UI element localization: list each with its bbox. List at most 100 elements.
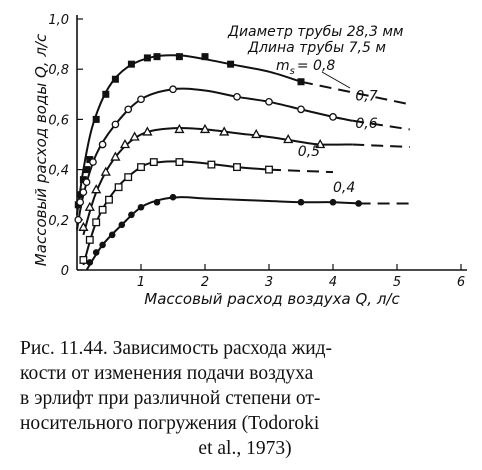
marker-square-filled [79,176,87,184]
marker-triangle-open [100,166,111,176]
marker-circle-filled [137,203,145,211]
marker-circle-open [111,120,120,129]
y-axis-label: Массовый расход воды Q, л/с [32,33,50,266]
marker-square-open [85,235,94,244]
marker-triangle-open [119,138,131,149]
series-lines [76,54,411,271]
marker-circle-filled [86,259,94,266]
caption-line-1: Рис. 11.44. Зависимость расхода жид- [20,338,333,359]
marker-triangle-open [110,151,121,161]
marker-triangle-open [199,123,211,134]
marker-square-filled [127,60,135,68]
marker-circle-open [233,92,241,101]
marker-circle-filled [118,221,126,229]
marker-circle-open [79,188,88,197]
x-tick-label: 5 [393,275,401,290]
x-tick-label: 2 [201,275,209,290]
series-label-1: 0,7 [355,89,377,105]
marker-circle-open [124,105,133,114]
marker-triangle-open [315,138,326,149]
series-dash-1 [352,119,410,131]
marker-square-filled [201,53,209,61]
series-label-4: 0,4 [333,180,355,196]
y-tick-label: 0,6 [48,113,69,128]
marker-square-open [114,183,123,192]
marker-square-open [137,163,145,172]
series-line-0 [76,54,302,215]
marker-circle-open [98,140,107,149]
marker-square-open [233,163,241,172]
x-tick-label: 4 [329,275,337,290]
series-markers [74,53,362,266]
marker-square-open [105,195,113,204]
y-tick-label: 1,0 [48,13,69,28]
marker-circle-open [89,158,97,166]
y-tick-label: 0,8 [48,63,69,78]
caption-line-5: et al., 1973) [198,438,292,459]
marker-circle-open [169,85,177,94]
marker-circle-filled [128,211,135,219]
caption-line-3: в эрлифт при различной степени от- [20,388,321,409]
marker-circle-open [82,178,91,186]
marker-square-filled [153,53,161,61]
series-dash-2 [352,143,410,149]
series-label-3: 0,5 [298,144,320,160]
y-tick-label: 0,4 [48,164,69,179]
marker-square-open [124,173,133,182]
marker-circle-filled [169,193,177,201]
marker-circle-filled [297,198,305,206]
marker-square-open [92,218,101,227]
series-param-label: ms = 0,8 [276,58,335,77]
marker-square-filled [227,60,235,68]
marker-circle-open [74,215,83,224]
marker-triangle-open [283,133,294,144]
marker-square-filled [297,78,305,86]
marker-triangle-open [78,221,89,231]
marker-triangle-open [91,184,102,194]
caption-line-2: кости от изменения подачи воздуха [20,363,314,384]
series-line-3 [82,160,270,266]
series-label-2: 0,6 [355,116,377,132]
figure-caption: Рис. 11.44. Зависимость расхода жид- кос… [20,336,470,461]
marker-square-filled [86,156,94,164]
marker-circle-filled [355,200,362,207]
marker-circle-filled [99,241,106,249]
x-axis-label: Массовый расход воздуха Q, л/с [144,290,400,308]
marker-triangle-open [174,123,185,134]
marker-triangle-open [129,131,140,141]
marker-triangle-open [142,126,153,136]
y-tick-label: 0,2 [48,214,69,229]
marker-square-filled [92,115,100,123]
marker-circle-open [297,105,305,114]
marker-circle-open [137,95,145,104]
annotation-diameter: Диаметр трубы 28,3 мм [227,24,404,40]
marker-square-open [207,160,216,169]
x-tick-label: 1 [137,275,145,290]
marker-square-open [79,256,88,264]
marker-square-filled [76,191,84,199]
marker-square-filled [102,90,110,98]
marker-circle-filled [153,198,161,206]
marker-circle-open [265,97,273,106]
series-param-subscript: s [290,66,295,77]
marker-square-open [149,158,158,167]
chart: 0 0,2 0,4 0,6 0,8 1,0 1 2 3 4 5 6 0,7 0,6 0,5 0,4 Масс… [32,13,467,308]
series-param-eq: = 0,8 [297,58,336,74]
marker-circle-open [76,198,85,207]
marker-circle-open [329,113,337,121]
series-label-leader [321,71,351,89]
marker-square-filled [143,54,151,62]
marker-square-filled [83,166,91,174]
series-line-4 [85,196,359,271]
y-tick-label: 0 [61,264,69,279]
tick-labels: 0 0,2 0,4 0,6 0,8 1,0 1 2 3 4 5 6 [48,13,465,290]
x-tick-label: 6 [457,275,465,290]
marker-circle-filled [108,231,116,239]
marker-circle-filled [329,198,337,206]
caption-line-4: носительного погружения (Todoroki [20,413,320,434]
series-labels: 0,7 0,6 0,5 0,4 [298,71,378,196]
series-param-m: m [276,58,290,74]
marker-circle-filled [92,249,100,256]
marker-square-filled [175,53,183,61]
marker-square-open [265,165,273,174]
